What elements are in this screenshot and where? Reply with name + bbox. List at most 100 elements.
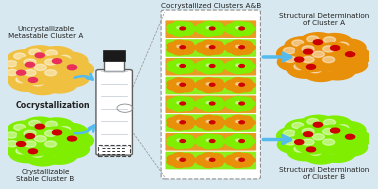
Circle shape	[238, 103, 253, 111]
Circle shape	[0, 137, 36, 156]
Circle shape	[172, 48, 187, 56]
Circle shape	[27, 132, 64, 151]
Circle shape	[284, 47, 295, 54]
Circle shape	[166, 98, 181, 106]
Circle shape	[182, 119, 197, 127]
Circle shape	[37, 126, 74, 146]
Circle shape	[166, 61, 181, 68]
Circle shape	[196, 79, 211, 87]
Circle shape	[307, 36, 319, 42]
Circle shape	[179, 66, 194, 74]
Circle shape	[233, 137, 248, 145]
Circle shape	[172, 96, 187, 104]
Circle shape	[342, 50, 354, 57]
Text: Cocrystallized Clusters A&B: Cocrystallized Clusters A&B	[161, 3, 261, 9]
Circle shape	[172, 67, 187, 74]
Circle shape	[172, 123, 187, 131]
Circle shape	[331, 55, 368, 74]
Circle shape	[326, 147, 338, 154]
Circle shape	[25, 62, 34, 67]
Circle shape	[208, 134, 223, 142]
FancyBboxPatch shape	[166, 39, 256, 57]
Circle shape	[208, 22, 223, 29]
Circle shape	[206, 83, 211, 85]
Circle shape	[225, 23, 240, 31]
Circle shape	[294, 63, 306, 70]
Circle shape	[313, 122, 322, 127]
Circle shape	[236, 120, 240, 123]
Circle shape	[40, 146, 78, 165]
Circle shape	[211, 44, 226, 52]
Circle shape	[166, 64, 181, 72]
Circle shape	[29, 120, 40, 127]
Circle shape	[166, 117, 181, 125]
Circle shape	[196, 158, 211, 166]
Circle shape	[196, 46, 211, 53]
Circle shape	[231, 48, 246, 56]
Circle shape	[48, 78, 60, 84]
Circle shape	[174, 119, 189, 127]
Circle shape	[166, 121, 181, 128]
Circle shape	[64, 135, 76, 141]
Circle shape	[53, 68, 90, 88]
Circle shape	[209, 65, 215, 67]
Text: Structural Determination
of Cluster A: Structural Determination of Cluster A	[279, 12, 369, 26]
Circle shape	[324, 37, 336, 43]
Circle shape	[27, 60, 64, 80]
Circle shape	[38, 46, 75, 65]
Circle shape	[35, 53, 44, 58]
Circle shape	[203, 156, 218, 164]
Circle shape	[211, 81, 226, 89]
Circle shape	[208, 122, 223, 130]
Circle shape	[307, 119, 319, 125]
Circle shape	[231, 160, 246, 168]
Circle shape	[179, 103, 194, 111]
Circle shape	[45, 59, 57, 65]
Circle shape	[196, 64, 211, 72]
Circle shape	[211, 156, 226, 164]
Circle shape	[208, 66, 223, 74]
Circle shape	[5, 61, 17, 67]
Circle shape	[323, 57, 335, 63]
Circle shape	[209, 140, 215, 143]
Circle shape	[0, 65, 36, 85]
Circle shape	[238, 134, 253, 142]
Circle shape	[238, 97, 253, 105]
Circle shape	[225, 42, 240, 50]
FancyBboxPatch shape	[166, 58, 256, 76]
Circle shape	[201, 67, 217, 74]
Circle shape	[231, 115, 246, 122]
Circle shape	[315, 42, 353, 61]
Circle shape	[48, 149, 60, 156]
Circle shape	[177, 45, 181, 48]
Circle shape	[37, 137, 74, 156]
Circle shape	[238, 122, 253, 130]
Circle shape	[201, 160, 217, 168]
Circle shape	[172, 160, 187, 168]
Circle shape	[225, 98, 240, 106]
Circle shape	[225, 121, 240, 128]
Circle shape	[24, 70, 36, 76]
Circle shape	[201, 142, 217, 149]
Circle shape	[345, 52, 355, 57]
Circle shape	[196, 136, 211, 143]
Circle shape	[238, 84, 253, 92]
Circle shape	[179, 78, 194, 86]
Circle shape	[233, 81, 248, 89]
Circle shape	[182, 156, 197, 164]
Circle shape	[209, 158, 215, 161]
Circle shape	[24, 59, 36, 65]
Circle shape	[236, 139, 240, 141]
Circle shape	[231, 133, 246, 141]
Circle shape	[166, 42, 181, 50]
Circle shape	[31, 151, 43, 157]
Circle shape	[208, 78, 223, 86]
Circle shape	[236, 101, 240, 104]
Circle shape	[8, 144, 46, 163]
Circle shape	[231, 58, 246, 66]
Circle shape	[180, 65, 186, 67]
Circle shape	[315, 135, 353, 155]
Circle shape	[0, 57, 35, 76]
Text: Cocrystallization: Cocrystallization	[15, 101, 90, 110]
Circle shape	[239, 27, 244, 30]
